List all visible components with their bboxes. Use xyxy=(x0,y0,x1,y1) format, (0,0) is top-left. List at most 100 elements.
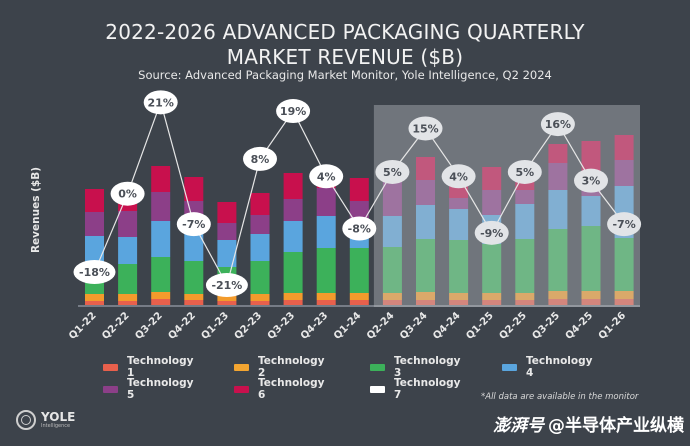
bar-segment-technology-4 xyxy=(449,209,469,240)
growth-label-bubble xyxy=(441,164,476,189)
yole-logo-icon xyxy=(16,410,36,430)
bar-segment-technology-6 xyxy=(349,178,369,201)
bar-segment-technology-2 xyxy=(416,292,435,300)
bar-segment-technology-1 xyxy=(515,300,535,305)
bar-segment-technology-1 xyxy=(482,300,502,305)
x-tick-label: Q3-23 xyxy=(266,310,298,342)
legend-swatch xyxy=(103,363,119,371)
bar-segment-technology-1 xyxy=(250,301,270,305)
growth-label: 16% xyxy=(545,118,571,131)
legend-item-technology-7: Technology 7 xyxy=(370,377,462,401)
yole-logo: YOLE Intelligence xyxy=(16,410,75,430)
growth-label-bubble xyxy=(73,260,116,284)
bar-segment-technology-2 xyxy=(316,293,336,300)
bar-segment-technology-4 xyxy=(316,216,336,248)
bar-segment-technology-5 xyxy=(515,190,535,204)
bar-segment-technology-3 xyxy=(614,238,634,291)
bar-segment-technology-1 xyxy=(416,300,435,305)
bar-segment-technology-3 xyxy=(118,264,138,294)
legend-label: Technology 7 xyxy=(394,377,461,401)
bar-segment-technology-5 xyxy=(250,215,270,234)
bar-segment-technology-4 xyxy=(283,221,303,252)
legend-item-technology-1: Technology 1 xyxy=(103,355,195,379)
growth-label: 8% xyxy=(251,153,270,166)
bar-segment-technology-2 xyxy=(250,294,270,301)
growth-label: -8% xyxy=(348,223,371,236)
title-line-1: 2022-2026 ADVANCED PACKAGING QUARTERLY xyxy=(105,20,585,44)
bar-segment-technology-6 xyxy=(283,173,303,199)
x-tick-label: Q2-24 xyxy=(365,310,397,342)
growth-label-bubble xyxy=(574,168,608,193)
legend-swatch xyxy=(234,363,250,371)
growth-label-bubble xyxy=(205,273,248,298)
growth-label-bubble xyxy=(408,116,443,141)
bar-segment-technology-2 xyxy=(548,291,568,299)
legend-label: Technology 1 xyxy=(127,355,194,379)
bar-segment-technology-6 xyxy=(85,189,104,212)
bar-segment-technology-2 xyxy=(581,291,601,299)
legend-swatch xyxy=(234,385,250,393)
title-line-2: MARKET REVENUE ($B) xyxy=(226,45,464,69)
bar-segment-technology-3 xyxy=(250,261,270,294)
growth-label-bubble xyxy=(276,99,311,124)
bar-segment-technology-3 xyxy=(316,248,336,293)
bar-segment-technology-4 xyxy=(515,204,535,239)
bar-segment-technology-2 xyxy=(349,293,369,300)
legend-label: Technology 2 xyxy=(258,355,325,379)
bar-segment-technology-6 xyxy=(118,202,138,211)
bar-segment-technology-1 xyxy=(449,300,469,305)
growth-label: -18% xyxy=(79,266,110,279)
bar-segment-technology-2 xyxy=(217,295,237,301)
growth-label: 4% xyxy=(317,170,336,183)
bar-segment-technology-5 xyxy=(151,192,171,221)
bar-segment-technology-6 xyxy=(581,141,601,171)
legend-item-technology-5: Technology 5 xyxy=(103,377,195,401)
bar-segment-technology-5 xyxy=(548,163,568,190)
growth-label-bubble xyxy=(375,159,410,184)
x-tick-label: Q2-23 xyxy=(233,310,265,342)
growth-label: 3% xyxy=(582,175,601,188)
growth-label-bubble xyxy=(243,146,277,171)
bar-segment-technology-5 xyxy=(382,182,402,216)
bar-segment-technology-4 xyxy=(581,196,601,226)
bar-segment-technology-2 xyxy=(85,294,104,301)
legend-item-technology-6: Technology 6 xyxy=(234,377,326,401)
growth-label-bubble xyxy=(176,212,211,237)
bar-segment-technology-2 xyxy=(614,291,634,299)
bar-segment-technology-6 xyxy=(151,166,171,192)
bar-segment-technology-5 xyxy=(217,223,237,240)
bar-segment-technology-5 xyxy=(449,198,469,209)
bar-segment-technology-2 xyxy=(382,293,402,300)
x-tick-label: Q1-26 xyxy=(597,310,629,342)
bar-segment-technology-1 xyxy=(548,299,568,305)
growth-label: -7% xyxy=(182,218,205,231)
bar-segment-technology-1 xyxy=(382,300,402,305)
bar-segment-technology-5 xyxy=(416,180,435,205)
x-tick-label: Q1-22 xyxy=(67,310,99,342)
growth-label-bubble xyxy=(540,112,575,137)
bar-segment-technology-1 xyxy=(151,299,171,305)
bar-segment-technology-1 xyxy=(118,301,138,305)
growth-label: 19% xyxy=(280,105,306,118)
bar-segment-technology-5 xyxy=(118,211,138,237)
x-tick-label: Q3-25 xyxy=(531,310,563,342)
x-tick-label: Q1-25 xyxy=(464,310,496,342)
bar-segment-technology-4 xyxy=(548,190,568,229)
bar-segment-technology-1 xyxy=(614,299,634,305)
watermark-brand: 澎湃号 xyxy=(493,416,544,436)
legend-label: Technology 5 xyxy=(127,377,194,401)
bar-segment-technology-4 xyxy=(382,216,402,247)
growth-label: 21% xyxy=(148,96,174,109)
x-tick-label: Q4-25 xyxy=(564,310,596,342)
bar-segment-technology-3 xyxy=(482,244,502,293)
bar-segment-technology-3 xyxy=(449,240,469,293)
bar-segment-technology-1 xyxy=(581,299,601,305)
bar-segment-technology-5 xyxy=(316,188,336,216)
bar-segment-technology-6 xyxy=(482,167,502,190)
bar-segment-technology-5 xyxy=(482,190,502,215)
data-availability-note: *All data are available in the monitor xyxy=(481,392,639,402)
bar-segment-technology-2 xyxy=(515,293,535,300)
bar-segment-technology-1 xyxy=(217,301,237,305)
growth-label: 0% xyxy=(118,188,137,201)
growth-label: 15% xyxy=(412,122,438,135)
